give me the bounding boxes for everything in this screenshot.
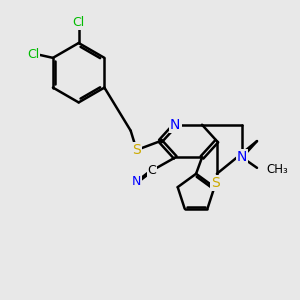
- Text: N: N: [237, 150, 247, 164]
- Text: CH₃: CH₃: [266, 163, 288, 176]
- Text: S: S: [212, 176, 220, 190]
- Text: C: C: [148, 164, 157, 177]
- Text: N: N: [132, 175, 141, 188]
- Text: Cl: Cl: [27, 48, 39, 62]
- Text: N: N: [170, 118, 181, 132]
- Text: S: S: [132, 143, 141, 157]
- Text: Cl: Cl: [73, 16, 85, 29]
